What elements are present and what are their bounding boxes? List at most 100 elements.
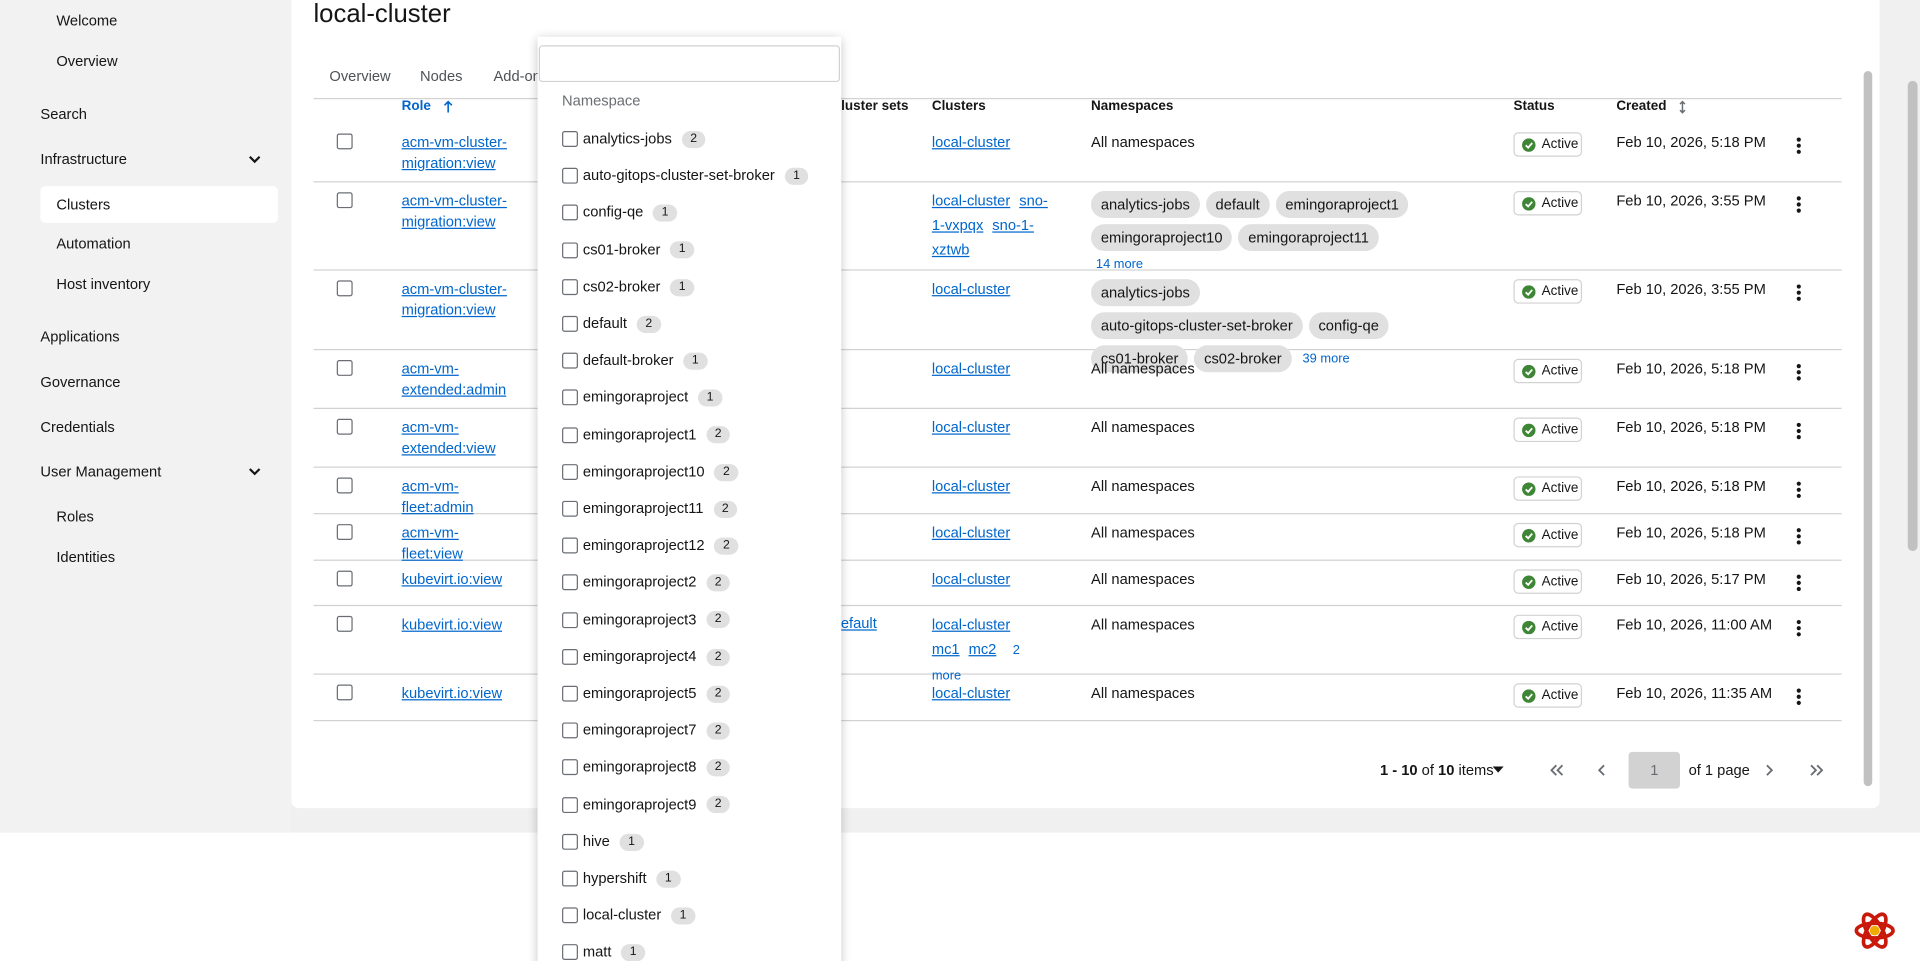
row-checkbox[interactable] — [336, 280, 353, 297]
nav-item[interactable]: Clusters — [56, 195, 111, 214]
option-checkbox[interactable] — [562, 352, 578, 369]
kebab[interactable] — [1796, 619, 1801, 637]
option-checkbox[interactable] — [562, 426, 578, 443]
namespace-option[interactable]: emingoraproject10 2 — [562, 461, 739, 481]
nav-group[interactable]: User Management — [40, 462, 162, 481]
namespace-option[interactable]: emingoraproject8 2 — [562, 757, 731, 777]
kebab[interactable] — [1796, 481, 1801, 499]
tab[interactable]: Nodes — [420, 67, 463, 85]
first-page[interactable] — [1550, 764, 1564, 776]
option-checkbox[interactable] — [562, 796, 578, 813]
option-checkbox[interactable] — [562, 463, 578, 480]
namespace-option[interactable]: default-broker 1 — [562, 350, 708, 370]
nav-item[interactable]: Roles — [56, 508, 94, 526]
option-checkbox[interactable] — [562, 241, 578, 258]
more-link[interactable]: 14 more — [1095, 257, 1144, 272]
option-checkbox[interactable] — [562, 500, 578, 517]
namespace-option[interactable]: emingoraproject5 2 — [562, 683, 731, 703]
column-header[interactable]: Cluster sets — [831, 99, 909, 114]
nav-item[interactable]: Governance — [40, 373, 121, 391]
kebab[interactable] — [1796, 528, 1801, 545]
nav-item[interactable]: Identities — [56, 548, 116, 566]
role-link[interactable]: kubevirt.io:view — [401, 615, 503, 634]
cluster-link[interactable]: mc2 — [968, 640, 997, 658]
row-checkbox[interactable] — [336, 192, 353, 209]
role-link[interactable]: acm-vm-cluster-migration:view — [401, 133, 507, 172]
role-link[interactable]: acm-vm-extended:admin — [401, 360, 507, 398]
namespace-option[interactable]: cs02-broker 1 — [562, 276, 695, 296]
namespace-option[interactable]: emingoraproject3 2 — [562, 609, 731, 629]
nav-item[interactable]: Automation — [56, 235, 131, 253]
namespace-option[interactable]: matt 1 — [562, 942, 646, 961]
option-checkbox[interactable] — [562, 389, 578, 406]
nav-item[interactable]: Search — [40, 105, 87, 123]
namespace-option[interactable]: analytics-jobs 2 — [562, 129, 706, 149]
role-link[interactable]: acm-vm-cluster-migration:view — [401, 280, 507, 319]
cluster-link[interactable]: local-cluster — [931, 570, 1011, 588]
role-link[interactable]: kubevirt.io:view — [401, 570, 503, 588]
option-checkbox[interactable] — [562, 722, 578, 739]
kebab[interactable] — [1796, 574, 1801, 592]
kebab[interactable] — [1796, 284, 1801, 301]
option-checkbox[interactable] — [562, 833, 578, 850]
row-checkbox[interactable] — [336, 615, 353, 632]
option-checkbox[interactable] — [562, 131, 578, 147]
row-checkbox[interactable] — [336, 684, 353, 701]
option-checkbox[interactable] — [562, 907, 578, 924]
namespace-option[interactable]: auto-gitops-cluster-set-broker 1 — [562, 166, 809, 186]
namespace-option[interactable]: emingoraproject9 2 — [562, 794, 731, 814]
scrollbar[interactable] — [1863, 71, 1873, 787]
option-checkbox[interactable] — [562, 537, 578, 554]
namespace-option[interactable]: cs01-broker 1 — [562, 240, 695, 260]
option-checkbox[interactable] — [562, 167, 578, 184]
namespace-option[interactable]: emingoraproject1 2 — [562, 424, 731, 444]
cluster-link[interactable]: local-cluster — [931, 133, 1011, 151]
cluster-link[interactable]: local-cluster — [931, 477, 1011, 495]
last-page[interactable] — [1810, 764, 1824, 776]
nav-item[interactable]: Overview — [56, 52, 118, 70]
option-checkbox[interactable] — [562, 759, 578, 776]
option-checkbox[interactable] — [562, 870, 578, 887]
role-link[interactable]: acm-vm-fleet:admin — [401, 477, 474, 516]
namespace-option[interactable]: emingoraproject4 2 — [562, 646, 731, 666]
cluster-link[interactable]: local-cluster — [931, 418, 1011, 436]
namespace-option[interactable]: emingoraproject 1 — [562, 387, 722, 407]
namespace-option[interactable]: emingoraproject12 2 — [562, 535, 739, 555]
row-checkbox[interactable] — [336, 360, 353, 376]
cluster-link[interactable]: local-cluster — [931, 360, 1011, 378]
role-link[interactable]: acm-vm-extended:view — [401, 418, 496, 457]
option-checkbox[interactable] — [562, 204, 578, 221]
pagination-summary[interactable]: 1 - 10 of 10 items — [1380, 762, 1494, 779]
option-checkbox[interactable] — [562, 944, 578, 961]
namespace-option[interactable]: config-qe 1 — [562, 203, 678, 223]
namespace-option[interactable]: emingoraproject11 2 — [562, 498, 738, 518]
more-link[interactable]: 39 more — [1302, 351, 1350, 367]
option-checkbox[interactable] — [562, 278, 578, 295]
scrollbar[interactable] — [1907, 80, 1918, 552]
option-checkbox[interactable] — [562, 648, 578, 665]
nav-item[interactable]: Host inventory — [56, 275, 151, 293]
cluster-link[interactable]: mc1 — [931, 640, 960, 658]
nav-item[interactable]: Applications — [40, 328, 120, 346]
cluster-link[interactable]: local-cluster — [931, 615, 1011, 634]
prev-page[interactable] — [1597, 764, 1607, 776]
cluster-set-link[interactable]: default — [832, 614, 877, 632]
row-checkbox[interactable] — [336, 524, 353, 541]
kebab[interactable] — [1796, 364, 1801, 381]
namespace-option[interactable]: default 2 — [562, 313, 661, 333]
row-checkbox[interactable] — [336, 570, 353, 587]
cluster-link[interactable]: sno-1-vxpqx — [931, 192, 1048, 234]
namespace-option[interactable]: emingoraproject2 2 — [562, 572, 731, 592]
option-checkbox[interactable] — [562, 574, 578, 591]
row-checkbox[interactable] — [336, 133, 353, 150]
tab[interactable]: Overview — [329, 67, 391, 85]
column-header[interactable]: Created — [1616, 99, 1667, 114]
cluster-link[interactable]: sno-1-xztwb — [931, 216, 1034, 259]
nav-group[interactable]: Infrastructure — [40, 150, 127, 168]
more-link[interactable]: 2 more — [931, 642, 1020, 684]
kebab[interactable] — [1796, 137, 1801, 154]
column-header[interactable]: Role — [401, 99, 431, 114]
role-link[interactable]: kubevirt.io:view — [401, 684, 503, 702]
option-checkbox[interactable] — [562, 315, 578, 332]
kebab[interactable] — [1796, 196, 1801, 213]
